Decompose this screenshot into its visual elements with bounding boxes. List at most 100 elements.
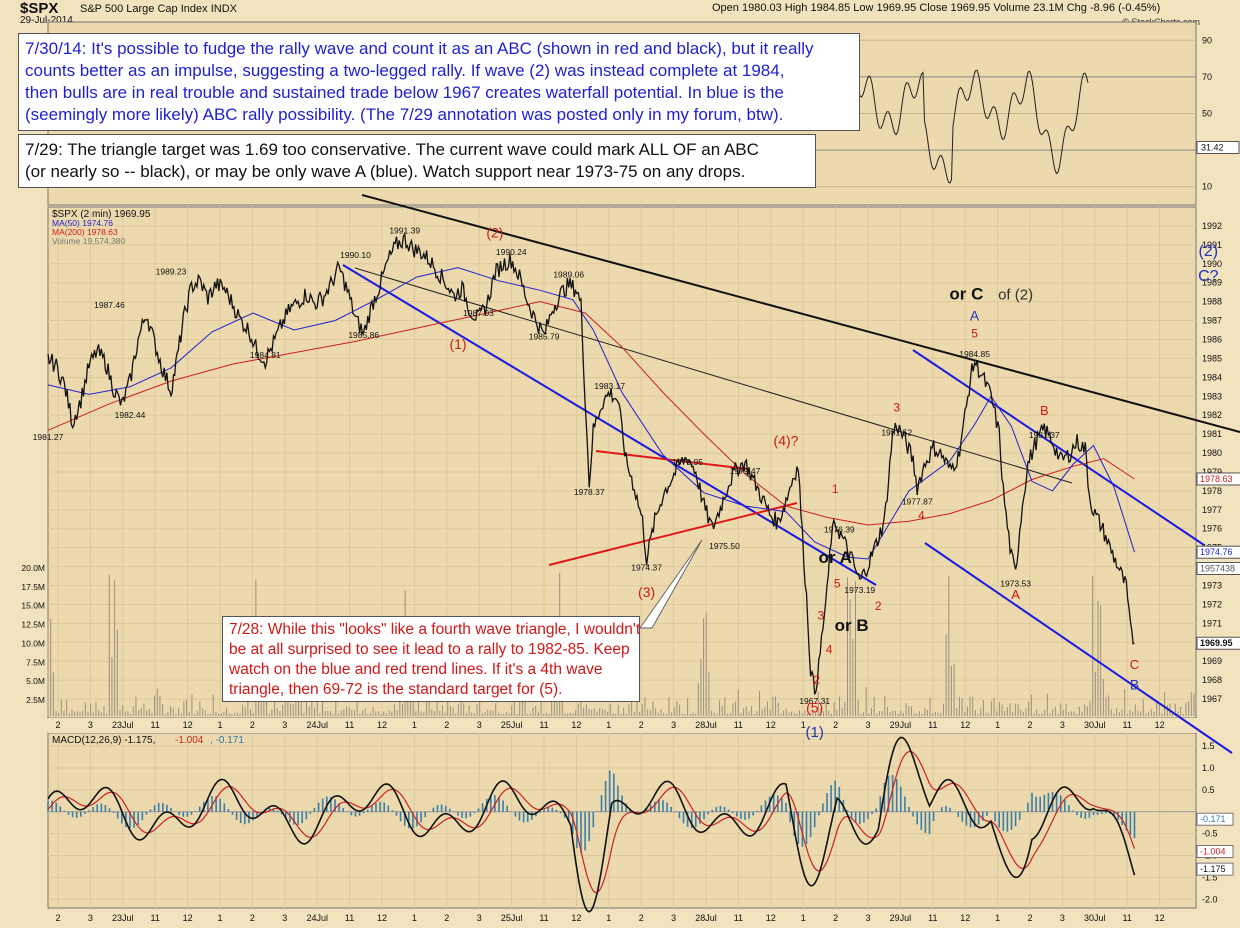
price-tick-label: 1977 bbox=[1202, 505, 1222, 515]
price-tick-label: 1967 bbox=[1202, 694, 1222, 704]
volume-tick-label: 17.5M bbox=[21, 582, 45, 592]
x-tick-label: 2 bbox=[1027, 720, 1032, 730]
wave-label: B bbox=[1130, 677, 1139, 693]
price-tick-label: 1988 bbox=[1202, 297, 1222, 307]
volume-tick-label: 15.0M bbox=[21, 601, 45, 611]
x-tick-label: 1 bbox=[606, 720, 611, 730]
price-value-box bbox=[1196, 472, 1240, 486]
price-tick-label: 1982 bbox=[1202, 410, 1222, 420]
macd-tick-label: -0.5 bbox=[1202, 829, 1218, 839]
x-tick-label: 11 bbox=[151, 913, 160, 923]
x-tick-label: 3 bbox=[477, 720, 482, 730]
x-tick-label: 12 bbox=[1155, 913, 1165, 923]
x-tick-label: 30Jul bbox=[1084, 913, 1106, 923]
panel-bg bbox=[47, 732, 1197, 909]
x-tick-label: 12 bbox=[377, 913, 387, 923]
wave-label: A bbox=[970, 308, 980, 324]
x-tick-label: 1 bbox=[217, 720, 222, 730]
macd-value-label: -0.171 bbox=[1200, 814, 1226, 824]
price-point-label: 1989.23 bbox=[156, 266, 187, 276]
x-tick-label: 2 bbox=[55, 913, 60, 923]
note3-line: be at all surprised to see it lead to a … bbox=[229, 641, 630, 658]
price-value-box bbox=[1196, 561, 1240, 575]
price-legend-entry: MA(50) 1974.76 bbox=[52, 218, 113, 228]
wave-label: 4 bbox=[918, 508, 925, 522]
note1-line: 7/30/14: It's possible to fudge the rall… bbox=[25, 39, 814, 58]
price-point-label: 1985.86 bbox=[348, 330, 379, 340]
x-tick-label: 2 bbox=[55, 720, 60, 730]
price-legend-entry: $SPX (2 min) 1969.95 bbox=[52, 209, 151, 220]
x-tick-label: 1 bbox=[801, 720, 806, 730]
wave-label: 3 bbox=[818, 609, 825, 623]
x-tick-label: 12 bbox=[571, 720, 581, 730]
x-tick-label: 24Jul bbox=[306, 720, 328, 730]
price-tick-label: 1986 bbox=[1202, 334, 1222, 344]
x-tick-label: 11 bbox=[151, 720, 160, 730]
wave-label: B bbox=[1040, 403, 1049, 418]
x-tick-label: 1 bbox=[606, 913, 611, 923]
x-tick-label: 11 bbox=[734, 720, 743, 730]
price-point-label: 1990.10 bbox=[340, 250, 371, 260]
rsi-tick-label: 50 bbox=[1202, 109, 1212, 119]
note1-line: (seemingly more likely) ABC rally possib… bbox=[25, 105, 784, 124]
annotation-7-28: 7/28: While this "looks" like a fourth w… bbox=[222, 616, 640, 702]
price-point-label: 1987.46 bbox=[94, 300, 125, 310]
price-tick-label: 1990 bbox=[1202, 259, 1222, 269]
price-point-label: 1967.31 bbox=[799, 696, 830, 706]
price-value-label: 1969.95 bbox=[1200, 638, 1233, 648]
wave-label: or C bbox=[949, 285, 983, 304]
rsi-tick-label: 90 bbox=[1202, 35, 1212, 45]
volume-tick-label: 2.5M bbox=[26, 695, 45, 705]
x-tick-label: 23Jul bbox=[112, 913, 134, 923]
macd-tick-label: -2.0 bbox=[1202, 894, 1218, 904]
x-tick-label: 12 bbox=[1155, 720, 1165, 730]
price-point-label: 1991.39 bbox=[389, 225, 420, 235]
x-tick-label: 12 bbox=[960, 913, 970, 923]
price-point-label: 1978.37 bbox=[574, 487, 605, 497]
wave-label: 2 bbox=[813, 673, 820, 687]
x-tick-label: 11 bbox=[928, 720, 937, 730]
x-tick-label: 2 bbox=[639, 913, 644, 923]
x-tick-label: 23Jul bbox=[112, 720, 134, 730]
volume-tick-label: 10.0M bbox=[21, 638, 45, 648]
x-tick-label: 1 bbox=[412, 720, 417, 730]
ma200-line bbox=[47, 301, 1135, 526]
wave-label: 3 bbox=[893, 400, 900, 414]
price-value-box bbox=[1196, 636, 1240, 650]
wave-label: 2 bbox=[875, 599, 882, 613]
annotation-7-30: 7/30/14: It's possible to fudge the rall… bbox=[18, 33, 860, 131]
price-tick-label: 1978 bbox=[1202, 486, 1222, 496]
x-tick-label: 1 bbox=[217, 913, 222, 923]
price-point-label: 1981.37 bbox=[1029, 430, 1060, 440]
x-tick-label: 11 bbox=[539, 720, 548, 730]
wave-label: C bbox=[1130, 657, 1139, 672]
price-value-label: 1974.76 bbox=[1200, 547, 1233, 557]
x-tick-label: 2 bbox=[250, 913, 255, 923]
price-point-label: 1983.17 bbox=[594, 381, 625, 391]
price-point-label: 1977.87 bbox=[902, 496, 933, 506]
x-tick-label: 12 bbox=[766, 913, 776, 923]
x-tick-label: 11 bbox=[1123, 913, 1132, 923]
price-point-label: 1989.06 bbox=[553, 270, 584, 280]
trendline-black-upper bbox=[361, 194, 1240, 433]
price-tick-label: 1979 bbox=[1202, 467, 1222, 477]
x-tick-label: 11 bbox=[734, 913, 743, 923]
x-tick-label: 29Jul bbox=[890, 913, 912, 923]
x-tick-label: 2 bbox=[1027, 913, 1032, 923]
x-tick-label: 11 bbox=[539, 913, 548, 923]
price-point-label: 1982.44 bbox=[115, 410, 146, 420]
rsi-tick-label: 10 bbox=[1202, 182, 1212, 192]
x-tick-label: 25Jul bbox=[501, 913, 523, 923]
price-tick-label: 1992 bbox=[1202, 221, 1222, 231]
price-tick-label: 1984 bbox=[1202, 372, 1222, 382]
note3-line: watch on the blue and red trend lines. I… bbox=[229, 661, 603, 678]
x-tick-label: 1 bbox=[801, 913, 806, 923]
wave-label: (4)? bbox=[774, 432, 799, 448]
callout-pointer bbox=[639, 539, 703, 629]
note3-line: triangle, then 69-72 is the standard tar… bbox=[229, 681, 563, 698]
price-point-label: 1974.37 bbox=[631, 563, 662, 573]
price-point-label: 1981.52 bbox=[881, 427, 912, 437]
macd-value-label: -1.004 bbox=[1200, 847, 1226, 857]
x-tick-label: 3 bbox=[671, 913, 676, 923]
x-tick-label: 2 bbox=[833, 913, 838, 923]
